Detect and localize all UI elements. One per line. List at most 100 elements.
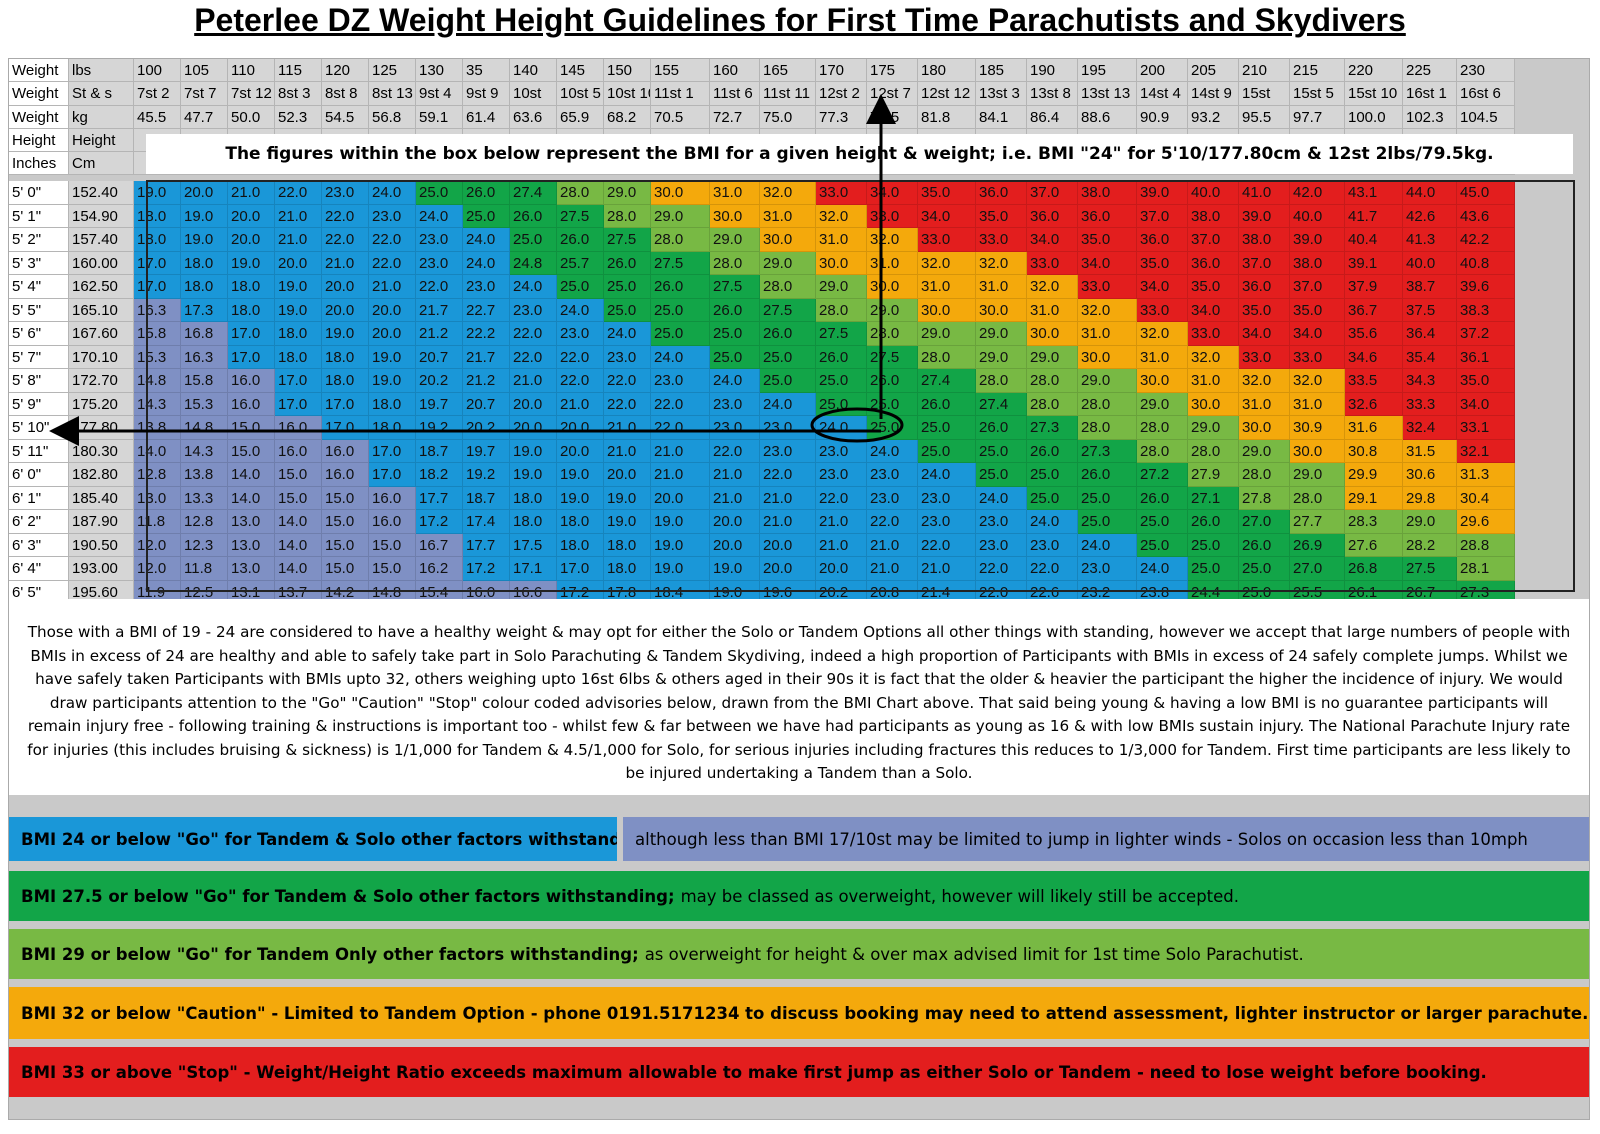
bmi-value-cell: 28.0 [1027, 392, 1078, 416]
bmi-value-cell: 18.0 [275, 345, 322, 369]
height-feet-cell: 5' 8" [9, 369, 69, 393]
bmi-value-cell: 35.0 [1188, 275, 1239, 299]
bmi-value-cell: 29.9 [1345, 463, 1403, 487]
bmi-value-cell: 35.0 [1078, 228, 1137, 252]
bmi-value-cell: 23.8 [1137, 580, 1188, 604]
bmi-value-cell: 17.0 [275, 392, 322, 416]
bmi-value-cell: 33.0 [976, 228, 1027, 252]
bmi-value-cell: 18.0 [228, 298, 275, 322]
bmi-value-cell: 23.0 [416, 251, 463, 275]
bmi-value-cell: 30.0 [918, 298, 976, 322]
bmi-value-cell: 18.7 [416, 439, 463, 463]
bmi-value-cell: 26.9 [1290, 533, 1345, 557]
bmi-value-cell: 17.0 [228, 345, 275, 369]
bmi-value-cell: 18.0 [369, 416, 416, 440]
bmi-value-cell: 23.0 [976, 533, 1027, 557]
bmi-value-cell: 33.0 [816, 181, 867, 205]
bmi-value-cell: 19.0 [651, 510, 710, 534]
advisory-stop-bold: BMI 33 or above "Stop" - Weight/Height R… [21, 1062, 1487, 1082]
bmi-value-cell: 24.0 [1078, 533, 1137, 557]
bmi-value-cell: 35.4 [1403, 345, 1457, 369]
bmi-value-cell: 21.0 [651, 463, 710, 487]
bmi-value-cell: 24.0 [816, 416, 867, 440]
bmi-value-cell: 15.3 [134, 345, 181, 369]
bmi-value-cell: 24.0 [918, 463, 976, 487]
advisory-tandem-only: BMI 29 or below "Go" for Tandem Only oth… [9, 929, 1589, 979]
bmi-value-cell: 25.0 [760, 369, 816, 393]
bmi-value-cell: 18.0 [181, 251, 228, 275]
bmi-value-cell: 28.0 [1027, 369, 1078, 393]
bmi-value-cell: 20.0 [510, 416, 557, 440]
bmi-value-cell: 25.0 [1078, 510, 1137, 534]
bmi-value-cell: 15.0 [322, 486, 369, 510]
bmi-value-cell: 11.8 [134, 510, 181, 534]
bmi-value-cell: 21.0 [369, 275, 416, 299]
bmi-value-cell: 21.0 [710, 463, 760, 487]
weight-header-cell: 165 [760, 59, 816, 83]
bmi-value-cell: 16.0 [275, 416, 322, 440]
height-cm-cell: 160.00 [69, 251, 134, 275]
bmi-value-cell: 16.0 [322, 463, 369, 487]
weight-header-cell: 115 [275, 59, 322, 83]
bmi-value-cell: 12.0 [134, 557, 181, 581]
bmi-value-cell: 27.5 [651, 251, 710, 275]
bmi-value-cell: 28.0 [1137, 439, 1188, 463]
bmi-value-cell: 26.0 [1137, 486, 1188, 510]
bmi-value-cell: 34.0 [1290, 322, 1345, 346]
bmi-value-cell: 33.0 [1239, 345, 1290, 369]
height-cm-cell: 170.10 [69, 345, 134, 369]
bmi-value-cell: 27.4 [510, 181, 557, 205]
bmi-value-cell: 18.0 [369, 392, 416, 416]
bmi-value-cell: 22.0 [1027, 557, 1078, 581]
bmi-value-cell: 32.1 [1457, 439, 1515, 463]
bmi-value-cell: 26.0 [1239, 533, 1290, 557]
height-cm-cell: 177.80 [69, 416, 134, 440]
weight-header-cell: 59.1 [416, 105, 463, 129]
bmi-value-cell: 21.0 [816, 510, 867, 534]
weight-header-cell: 16st 1 [1403, 82, 1457, 106]
bmi-value-cell: 18.0 [557, 510, 604, 534]
advisory-light-note: although less than BMI 17/10st may be li… [623, 817, 1589, 861]
bmi-value-cell: 19.0 [510, 439, 557, 463]
bmi-value-cell: 17.2 [416, 510, 463, 534]
bmi-value-cell: 23.0 [1078, 557, 1137, 581]
bmi-value-cell: 31.0 [976, 275, 1027, 299]
weight-header-cell: 47.7 [181, 105, 228, 129]
bmi-value-cell: 17.0 [134, 251, 181, 275]
bmi-value-cell: 19.0 [557, 486, 604, 510]
weight-header-cell: 105 [181, 59, 228, 83]
bmi-value-cell: 19.0 [604, 510, 651, 534]
bmi-value-cell: 21.0 [710, 486, 760, 510]
weight-header-cell: 185 [976, 59, 1027, 83]
bmi-value-cell: 35.0 [1290, 298, 1345, 322]
bmi-value-cell: 25.0 [604, 298, 651, 322]
bmi-value-cell: 17.1 [510, 557, 557, 581]
banner-text: The figures within the box below represe… [225, 144, 1494, 164]
bmi-value-cell: 17.0 [322, 416, 369, 440]
bmi-value-cell: 13.0 [228, 533, 275, 557]
bmi-value-cell: 19.0 [651, 557, 710, 581]
bmi-value-cell: 33.3 [1403, 392, 1457, 416]
weight-header-cell: 14st 4 [1137, 82, 1188, 106]
bmi-value-cell: 29.0 [651, 204, 710, 228]
bmi-value-cell: 28.0 [918, 345, 976, 369]
bmi-value-cell: 22.0 [369, 251, 416, 275]
bmi-value-cell: 26.0 [604, 251, 651, 275]
bmi-value-cell: 14.0 [228, 463, 275, 487]
bmi-value-cell: 17.7 [416, 486, 463, 510]
bmi-value-cell: 23.0 [463, 275, 510, 299]
bmi-value-cell: 13.3 [181, 486, 228, 510]
weight-header-cell: 50.0 [228, 105, 275, 129]
bmi-value-cell: 20.2 [463, 416, 510, 440]
bmi-value-cell: 32.0 [816, 204, 867, 228]
bmi-value-cell: 28.8 [1457, 533, 1515, 557]
bmi-value-cell: 32.0 [1078, 298, 1137, 322]
bmi-value-cell: 26.0 [1188, 510, 1239, 534]
bmi-value-cell: 19.0 [134, 181, 181, 205]
bmi-value-cell: 22.0 [510, 345, 557, 369]
bmi-value-cell: 30.4 [1457, 486, 1515, 510]
bmi-value-cell: 29.0 [867, 298, 918, 322]
bmi-value-cell: 30.0 [976, 298, 1027, 322]
bmi-value-cell: 20.0 [228, 228, 275, 252]
weight-header-cell: 100.0 [1345, 105, 1403, 129]
